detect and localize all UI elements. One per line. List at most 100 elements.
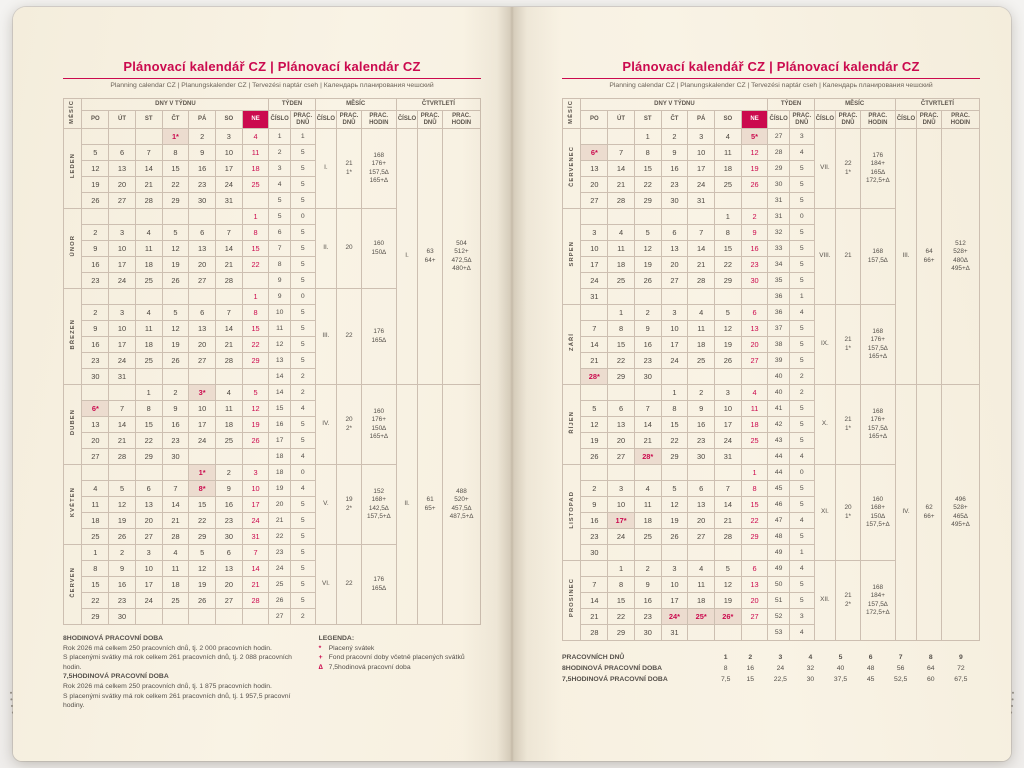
day-col-header: ÚT [108, 110, 136, 129]
day-cell: 4 [687, 560, 715, 577]
day-cell [580, 128, 609, 145]
day-cell: 26* [714, 608, 742, 625]
day-cell: 21 [108, 432, 136, 449]
day-cell: 28 [108, 448, 136, 465]
day-cell: 5 [714, 304, 742, 321]
month-name-text: PROSINEC [568, 578, 575, 618]
day-cell: 8 [633, 144, 662, 161]
day-cell: 12 [108, 496, 136, 513]
week-workdays-cell: 0 [788, 208, 815, 225]
day-cell: 14 [215, 240, 243, 257]
week-row: ÚNOR 1 5 0 II. 20 160 150∆ [62, 208, 481, 289]
week-row: 30 49 1 [563, 544, 980, 561]
month-hours-cell: 152 168+ 142,5∆ 157,5+∆ [360, 464, 397, 545]
week-row: 3 4 5 6 7 8 9 32 5 [563, 224, 980, 241]
quarter-hours-cell: 488 520+ 457,5∆ 487,5+∆ [441, 384, 482, 625]
month-hours-cell: 176 165∆ [360, 288, 397, 385]
week-workdays-cell: 4 [788, 144, 815, 161]
day-cell: 13 [607, 416, 635, 433]
day-cell: 5 [660, 480, 689, 497]
day-cell: 20 [660, 256, 689, 273]
day-cell: 22 [633, 176, 662, 193]
sub-col-header: PRAC. DNŮ [788, 110, 815, 129]
week-workdays-cell: 5 [289, 512, 316, 529]
day-cell [81, 288, 110, 305]
day-cell: 23 [215, 512, 243, 529]
day-cell: 9 [215, 480, 243, 497]
day-cell: 11 [134, 240, 163, 257]
day-cell: 28 [215, 352, 243, 369]
day-cell: 21 [580, 352, 609, 369]
month-workdays-cell: 21 1* [835, 304, 861, 385]
week-workdays-cell: 5 [788, 192, 815, 209]
week-workdays-cell: 4 [788, 560, 815, 577]
workhours-value: 3 [778, 654, 783, 661]
week-workdays-cell: 2 [289, 384, 316, 401]
day-cell: 16 [633, 592, 662, 609]
workhours-value: 45 [866, 676, 875, 683]
day-cell: 7 [607, 144, 635, 161]
day-cell: 29 [660, 448, 689, 465]
month-hours-cell: 176 184+ 165∆ 172,5+∆ [859, 128, 896, 209]
day-cell [134, 128, 163, 145]
day-cell: 23 [81, 272, 110, 289]
day-cell: 3 [108, 224, 136, 241]
week-number-cell: 18 [268, 464, 291, 481]
day-cell: 19 [161, 256, 190, 273]
month-number-cell: X. [813, 384, 837, 465]
day-cell: 24 [188, 432, 216, 449]
week-workdays-cell: 5 [289, 192, 316, 209]
month-name-label: ČERVEN [62, 544, 83, 625]
month-name-text: DUBEN [69, 408, 76, 436]
day-col-header: ÚT [607, 110, 635, 129]
day-cell: 16 [108, 576, 136, 593]
day-cell: 14 [108, 416, 136, 433]
quarter-number-cell: I. [395, 128, 419, 385]
month-name-label: BŘEZEN [62, 288, 83, 385]
week-workdays-cell: 5 [788, 352, 815, 369]
day-cell: 15 [241, 240, 270, 257]
day-cell: 4 [134, 304, 163, 321]
week-workdays-cell: 5 [289, 320, 316, 337]
month-name-text: ZÁŘÍ [568, 333, 575, 351]
day-cell: 30 [215, 528, 243, 545]
week-workdays-cell: 5 [788, 336, 815, 353]
footer-line: S placenými svátky má rok celkem 261 pra… [63, 692, 291, 710]
legend-item: + Fond pracovní doby včetně placených sv… [319, 653, 481, 663]
day-cell: 7 [215, 224, 243, 241]
day-cell: 18 [740, 416, 769, 433]
day-cell: 4 [607, 224, 635, 241]
week-number-cell: 31 [767, 192, 790, 209]
quarter-hours-cell: 496 528+ 465∆ 495+∆ [940, 384, 981, 641]
day-cell: 2 [687, 384, 715, 401]
day-cell: 6 [188, 224, 216, 241]
day-cell: 18 [687, 592, 715, 609]
day-cell: 3 [215, 128, 243, 145]
day-cell [161, 368, 190, 385]
day-cell: 4 [161, 544, 190, 561]
quarter-group-header: ČTVRTLETÍ [894, 98, 981, 111]
day-cell: 26 [714, 352, 742, 369]
day-cell: 25 [161, 592, 190, 609]
day-cell [215, 208, 243, 225]
day-cell: 25 [81, 528, 110, 545]
day-cell [607, 384, 635, 401]
week-workdays-cell: 5 [788, 432, 815, 449]
week-number-cell: 29 [767, 160, 790, 177]
day-cell: 1 [633, 128, 662, 145]
day-cell: 3 [241, 464, 270, 481]
workhours-value: 9 [958, 654, 963, 661]
week-row: 21 22 23 24* 25* 26* 27 52 3 [563, 608, 980, 625]
week-row: SRPEN 1 2 31 0 VIII. 21 168 157,5∆ [561, 208, 980, 305]
day-cell: 22 [161, 176, 190, 193]
day-cell: 17 [714, 416, 742, 433]
day-cell: 9 [633, 576, 662, 593]
day-cell: 12 [81, 160, 110, 177]
day-cell: 17 [215, 160, 243, 177]
day-cell: 16 [580, 512, 609, 529]
week-row: 21 22 23 24 25 26 27 39 5 [563, 352, 980, 369]
day-cell: 6 [607, 400, 635, 417]
week-row: 18 19 20 21 22 23 24 21 5 [64, 512, 481, 529]
day-cell: 31 [660, 624, 689, 641]
week-workdays-cell: 5 [788, 592, 815, 609]
